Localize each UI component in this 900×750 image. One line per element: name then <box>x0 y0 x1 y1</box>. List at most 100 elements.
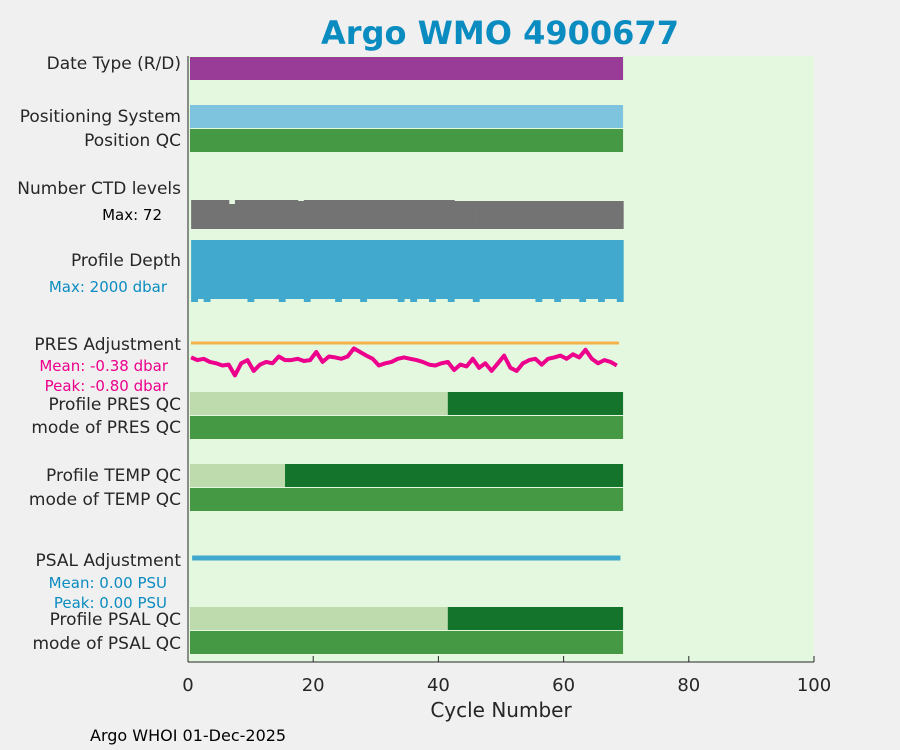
profile-depth-bar <box>347 240 355 299</box>
profile-depth-bar <box>598 240 605 302</box>
ctd-levels-bar <box>234 200 242 229</box>
label-profile-pres-qc: Profile PRES QC <box>48 395 181 415</box>
ctd-levels-bar <box>416 200 424 229</box>
profile-depth-bar <box>610 240 618 299</box>
label-ctd-levels: Number CTD levels <box>17 179 181 199</box>
label-psal-peak: Peak: 0.00 PSU <box>54 594 167 612</box>
label-pres-peak: Peak: -0.80 dbar <box>45 377 169 395</box>
label-profile-depth: Profile Depth <box>71 251 181 271</box>
profile-depth-bar <box>222 240 230 299</box>
x-axis-ticks: 0 20 40 60 80 100 <box>182 656 831 696</box>
profile-depth-bar <box>441 240 449 299</box>
ctd-levels-bar <box>209 200 217 229</box>
profile-depth-bar <box>472 240 480 302</box>
ctd-levels-bar <box>547 201 555 229</box>
ctd-levels-bar <box>435 200 443 229</box>
positioning-system-bar <box>190 105 624 128</box>
profile-temp-qc-dark-bar <box>285 464 624 487</box>
profile-depth-bar <box>353 240 361 299</box>
ctd-levels-bar <box>297 201 305 229</box>
ctd-levels-bar <box>385 200 393 229</box>
profile-depth-bar <box>491 240 499 299</box>
label-ctd-max: Max: 72 <box>102 206 162 224</box>
profile-depth-bar <box>316 240 324 299</box>
mode-temp-qc-bar <box>190 488 624 511</box>
x-tick-label: 20 <box>302 675 325 696</box>
ctd-levels-bar <box>529 201 537 229</box>
ctd-levels-bar <box>285 200 292 229</box>
profile-depth-bar <box>585 240 593 299</box>
x-axis-label: Cycle Number <box>430 698 572 722</box>
profile-depth-bar <box>372 240 380 299</box>
ctd-levels-bar <box>372 200 380 229</box>
ctd-levels-bar <box>316 200 324 229</box>
x-tick-label: 60 <box>552 675 575 696</box>
profile-depth-bar <box>241 240 249 299</box>
profile-depth-bar <box>447 240 455 302</box>
footer-text: Argo WHOI 01-Dec-2025 <box>90 726 286 745</box>
profile-depth-bar <box>391 240 399 299</box>
ctd-levels-bar <box>353 200 361 229</box>
x-tick-label: 100 <box>797 675 831 696</box>
profile-depth-bar <box>504 240 511 299</box>
profile-pres-qc-dark-bar <box>447 392 624 415</box>
mode-psal-qc-bar <box>190 631 624 654</box>
ctd-levels-bar <box>266 200 274 229</box>
mode-pres-qc-bar <box>190 416 624 439</box>
profile-depth-bar <box>422 240 430 299</box>
ctd-levels-bar <box>591 201 599 229</box>
ctd-levels-bar <box>310 200 317 229</box>
profile-depth-bar <box>485 240 493 299</box>
x-tick-label: 0 <box>182 675 193 696</box>
x-tick-label: 80 <box>677 675 700 696</box>
ctd-levels-bar <box>222 200 230 229</box>
profile-depth-bar <box>341 240 349 299</box>
ctd-levels-bar <box>554 201 562 229</box>
profile-depth-bar <box>328 240 336 299</box>
ctd-levels-bar <box>253 200 261 229</box>
profile-depth-bar <box>572 240 580 299</box>
profile-depth-bar <box>547 240 555 299</box>
profile-depth-bar <box>516 240 524 299</box>
ctd-levels-bar <box>422 200 430 229</box>
ctd-levels-bar <box>410 200 418 229</box>
profile-depth-bar <box>385 240 393 299</box>
x-tick-label: 40 <box>427 675 450 696</box>
profile-depth-bar <box>454 240 461 299</box>
position-qc-bar <box>190 129 624 152</box>
profile-depth-bar <box>197 240 205 299</box>
profile-depth-bar <box>535 240 543 302</box>
profile-depth-bar <box>554 240 562 302</box>
ctd-levels-bar <box>403 200 411 229</box>
profile-depth-bar <box>335 240 342 302</box>
label-psal-mean: Mean: 0.00 PSU <box>49 574 167 592</box>
ctd-levels-bar <box>216 200 224 229</box>
date-type-bar <box>190 57 624 80</box>
ctd-levels-bar <box>391 200 399 229</box>
profile-depth-bar <box>278 240 286 302</box>
profile-depth-bar <box>285 240 292 299</box>
profile-depth-bar <box>310 240 317 299</box>
profile-depth-bar <box>616 240 624 302</box>
ctd-levels-bar <box>360 200 368 229</box>
profile-depth-bar <box>216 240 224 299</box>
label-mode-pres-qc: mode of PRES QC <box>31 418 181 438</box>
chart-marks <box>190 57 624 654</box>
profile-depth-bar <box>604 240 612 299</box>
profile-depth-bar <box>460 240 468 299</box>
profile-depth-bar <box>259 240 267 299</box>
ctd-levels-bar <box>466 201 474 229</box>
ctd-levels-bar <box>228 204 236 229</box>
profile-depth-bar <box>191 240 198 302</box>
profile-psal-qc-dark-bar <box>447 607 624 630</box>
profile-depth-bar <box>410 240 418 302</box>
label-mode-temp-qc: mode of TEMP QC <box>29 490 181 510</box>
profile-depth-bar <box>529 240 537 299</box>
profile-depth-bar <box>522 240 530 299</box>
ctd-levels-bar <box>347 200 355 229</box>
profile-depth-bar <box>591 240 599 299</box>
ctd-levels-bar <box>598 201 605 229</box>
profile-depth-bar <box>497 240 505 299</box>
profile-psal-qc-light-bar <box>190 607 448 630</box>
